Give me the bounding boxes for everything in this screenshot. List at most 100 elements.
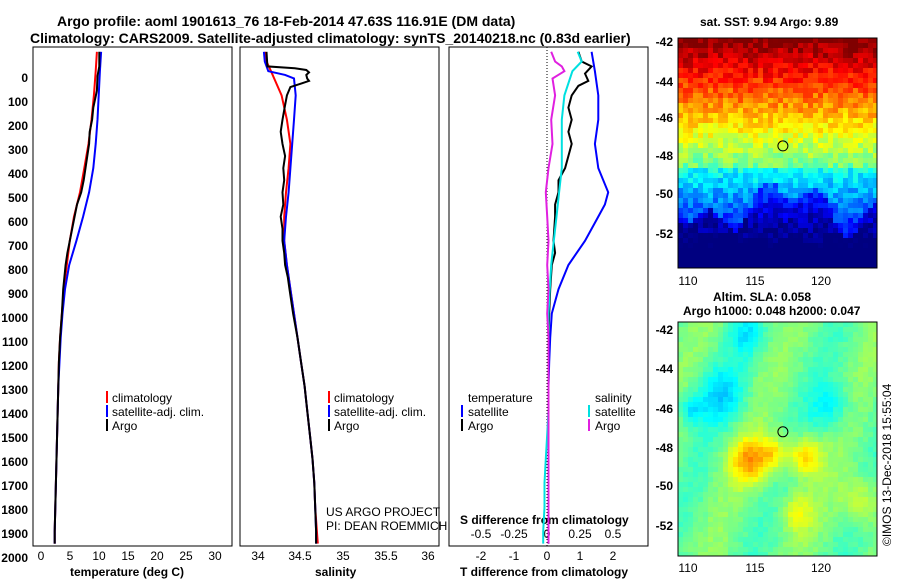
map-cell — [768, 168, 773, 173]
map-cell — [823, 73, 828, 78]
map-cell — [773, 98, 778, 103]
map-cell — [838, 133, 843, 138]
map-cell — [778, 457, 783, 462]
map-cell — [858, 58, 863, 63]
map-cell — [838, 73, 843, 78]
map-cell — [678, 73, 683, 78]
map-cell — [688, 487, 693, 492]
map-cell — [823, 53, 828, 58]
map-cell — [778, 108, 783, 113]
map-cell — [768, 198, 773, 203]
map-cell — [718, 512, 723, 517]
map-cell — [768, 233, 773, 238]
map-cell — [858, 372, 863, 377]
map-cell — [683, 372, 688, 377]
map-cell — [778, 138, 783, 143]
map-cell — [683, 233, 688, 238]
map-cell — [813, 118, 818, 123]
map-cell — [813, 542, 818, 547]
map-cell — [768, 332, 773, 337]
sst-map-x-ticks: 110 115 120 — [678, 274, 831, 288]
map-cell — [708, 482, 713, 487]
map-cell — [838, 138, 843, 143]
map-cell — [813, 387, 818, 392]
map-cell — [828, 512, 833, 517]
map-cell — [858, 128, 863, 133]
map-cell — [868, 332, 873, 337]
map-cell — [713, 123, 718, 128]
map-cell — [808, 198, 813, 203]
map-cell — [713, 128, 718, 133]
map-cell — [833, 372, 838, 377]
map-cell — [848, 68, 853, 73]
map-cell — [828, 482, 833, 487]
map-cell — [728, 128, 733, 133]
map-cell — [733, 48, 738, 53]
map-cell — [793, 168, 798, 173]
map-cell — [763, 467, 768, 472]
map-cell — [748, 88, 753, 93]
map-cell — [798, 63, 803, 68]
map-cell — [678, 253, 683, 258]
map-cell — [763, 108, 768, 113]
map-cell — [723, 123, 728, 128]
map-cell — [753, 58, 758, 63]
map-cell — [703, 327, 708, 332]
map-cell — [793, 397, 798, 402]
map-cell — [848, 452, 853, 457]
map-cell — [853, 73, 858, 78]
map-cell — [733, 93, 738, 98]
map-cell — [733, 512, 738, 517]
map-cell — [693, 238, 698, 243]
map-cell — [708, 532, 713, 537]
map-cell — [748, 68, 753, 73]
map-cell — [813, 427, 818, 432]
map-cell — [798, 472, 803, 477]
map-cell — [693, 163, 698, 168]
map-cell — [858, 88, 863, 93]
map-cell — [808, 367, 813, 372]
map-cell — [808, 327, 813, 332]
map-cell — [843, 432, 848, 437]
map-cell — [743, 88, 748, 93]
map-cell — [713, 183, 718, 188]
map-cell — [678, 123, 683, 128]
map-cell — [798, 153, 803, 158]
map-cell — [858, 337, 863, 342]
map-cell — [793, 193, 798, 198]
map-cell — [853, 188, 858, 193]
map-cell — [793, 233, 798, 238]
map-cell — [688, 53, 693, 58]
map-cell — [708, 442, 713, 447]
map-cell — [743, 372, 748, 377]
map-cell — [793, 392, 798, 397]
t-difference-x-ticks: -2 -1 0 1 2 — [476, 549, 617, 563]
map-cell — [778, 213, 783, 218]
map-cell — [688, 552, 693, 556]
map-cell — [748, 233, 753, 238]
map-cell — [738, 138, 743, 143]
map-cell — [683, 98, 688, 103]
map-cell — [678, 108, 683, 113]
map-cell — [843, 327, 848, 332]
map-cell — [683, 38, 688, 43]
map-cell — [768, 208, 773, 213]
sla-x-tick: 120 — [811, 561, 831, 575]
map-cell — [833, 248, 838, 253]
map-cell — [813, 442, 818, 447]
map-cell — [818, 487, 823, 492]
map-cell — [798, 547, 803, 552]
map-cell — [703, 367, 708, 372]
map-cell — [698, 128, 703, 133]
map-cell — [813, 178, 818, 183]
map-cell — [863, 43, 868, 48]
map-cell — [688, 158, 693, 163]
map-cell — [808, 138, 813, 143]
t-difference-x-tick: -1 — [509, 549, 520, 563]
map-cell — [768, 442, 773, 447]
map-cell — [743, 198, 748, 203]
map-cell — [738, 168, 743, 173]
map-cell — [748, 138, 753, 143]
map-cell — [813, 113, 818, 118]
map-cell — [698, 322, 703, 327]
